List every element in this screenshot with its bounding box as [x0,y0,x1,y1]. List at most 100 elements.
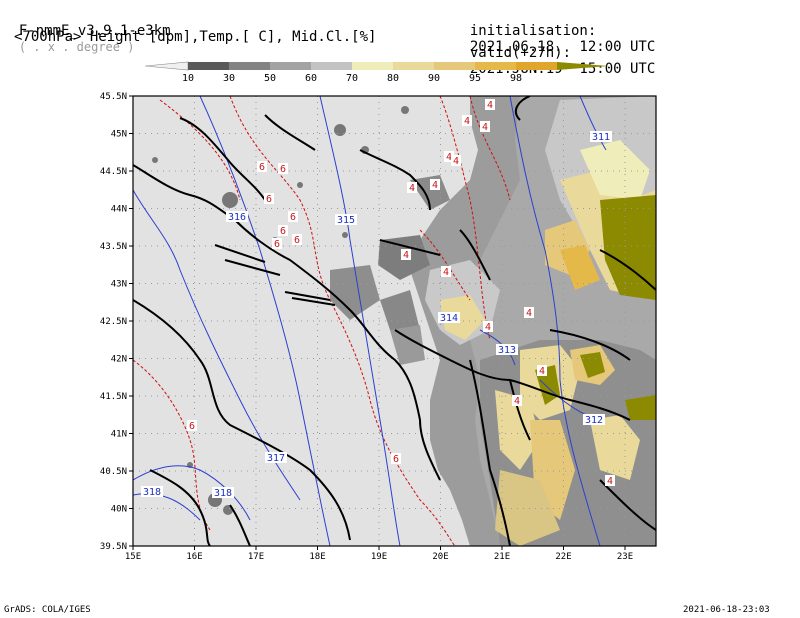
temp-label-bg [524,307,534,318]
temperature-contour-label: 4 [482,122,488,133]
temperature-contour-label: 4 [514,396,520,407]
colorbar-low-cap [144,61,189,71]
temp-label-bg [451,155,461,166]
footer-credit: GrADS: COLA/IGES [4,605,91,615]
height-label-bg [590,131,612,142]
temp-label-bg [485,99,495,110]
temperature-contour-label: 6 [280,226,286,237]
temperature-contour-label: 4 [453,156,459,167]
height-label-bg [141,486,163,497]
lon-label: 17E [248,552,264,562]
lon-label: 16E [186,552,202,562]
lon-label: 18E [309,552,325,562]
field-description: <700hPa> Height [dpm],Temp.[ C], Mid.Cl.… [14,29,377,45]
temp-label-bg [483,321,493,332]
height-label-bg [496,344,518,355]
temp-label-bg [430,179,440,190]
temperature-contour-label: 4 [403,250,409,261]
temp-label-bg [444,151,454,162]
temperature-contour-label: 4 [443,267,449,278]
lat-label: 40N [111,505,127,515]
temperature-contour-label: 6 [294,235,300,246]
temperature-contour-label: 6 [274,239,280,250]
temp-label-bg [292,234,302,245]
init-value: 2021.06.18. 12:00 UTC [469,39,656,55]
temperature-contour-label: 4 [464,116,470,127]
height-contour-label: 318 [143,487,161,498]
temp-label-bg [537,365,547,376]
temp-label-bg [401,249,411,260]
height-contour-label: 312 [585,415,603,426]
colorbar-swatch [516,62,557,70]
height-label-bg [226,211,248,222]
colorbar-tick-label: 98 [510,73,522,84]
lon-label: 20E [432,552,448,562]
colorbar-swatch [475,62,516,70]
lat-label: 44.5N [100,167,127,177]
colorbar: 10 30 50 60 70 80 90 95 98 [144,61,609,84]
temp-label-bg [257,161,267,172]
height-contour-labels: 311 316 315 314 313 312 317 318 318 [141,131,612,499]
lon-label: 22E [555,552,571,562]
lat-label: 43N [111,280,127,290]
colorbar-swatch [311,62,352,70]
temp-label-bg [272,238,282,249]
temperature-contour-label: 4 [539,366,545,377]
height-contour-label: 313 [498,345,516,356]
temp-label-bg [441,266,451,277]
height-label-bg [212,487,234,498]
lon-label: 21E [494,552,510,562]
height-contour-label: 311 [592,132,610,143]
temperature-contour-label: 6 [266,194,272,205]
colorbar-swatch [393,62,434,70]
temp-label-bg [187,420,197,431]
model-title: F-nmmE_v3.9.1-e3km ( . x . degree ) [2,7,171,55]
lat-label: 42N [111,355,127,365]
temperature-contours [133,96,511,546]
colorbar-tick-label: 90 [428,73,440,84]
colorbar-swatch [229,62,270,70]
height-label-bg [438,312,460,323]
temperature-contour-label: 6 [280,164,286,175]
lat-label: 42.5N [100,317,127,327]
height-label-bg [265,452,287,463]
temperature-contour-label: 6 [259,162,265,173]
lon-label: 23E [617,552,633,562]
national-borders [359,96,656,546]
temp-label-bg [278,225,288,236]
colorbar-tick-label: 10 [182,73,194,84]
lat-label: 41N [111,430,127,440]
model-name: F-nmmE_v3.9.1-e3km [18,23,171,39]
height-contour-label: 317 [267,453,285,464]
init-line: initialisation: 2021.06.18. 12:00 UTC [453,7,655,55]
temp-label-bg [407,182,417,193]
grid-note: ( . x . degree ) [18,40,135,54]
lat-label: 39.5N [100,542,127,552]
height-contour-label: 318 [214,488,232,499]
lat-label: 43.5N [100,242,127,252]
temperature-contour-label: 4 [526,308,532,319]
temp-label-bg [480,121,490,132]
temperature-contour-label: 4 [409,183,415,194]
colorbar-tick-label: 70 [346,73,358,84]
colorbar-tick-label: 95 [469,73,481,84]
colorbar-swatch [270,62,311,70]
colorbar-tick-label: 50 [264,73,276,84]
coastlines [133,114,441,546]
temperature-contour-label: 6 [189,421,195,432]
valid-label: valid(+27h): [469,45,572,61]
lon-label: 15E [125,552,141,562]
init-label: initialisation: [469,23,597,39]
colorbar-swatch [434,62,475,70]
temperature-contour-label: 4 [446,152,452,163]
longitude-axis: 15E 16E 17E 18E 19E 20E 21E 22E 23E [125,546,633,562]
temp-label-bg [512,395,522,406]
height-contour-label: 315 [337,215,355,226]
temp-label-bg [264,193,274,204]
latitude-axis: 45.5N 45N 44.5N 44N 43.5N 43N 42.5N 42N 41.5N 41N… [100,92,133,552]
height-label-bg [583,414,605,425]
colorbar-swatch [352,62,393,70]
colorbar-high-cap [557,62,609,70]
